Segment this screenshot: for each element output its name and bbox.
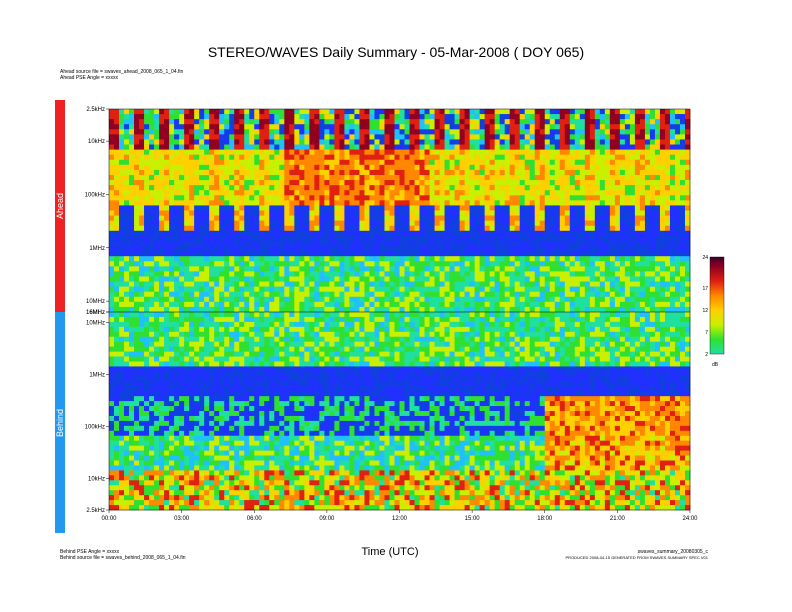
y-tick-label: 100kHz xyxy=(85,425,105,431)
behind-band: Behind xyxy=(55,312,65,533)
colorbar-tick-label: 7 xyxy=(705,330,708,336)
y-tick-label: 2.5kHz xyxy=(86,508,105,514)
y-tick-label: 1MHz xyxy=(89,246,105,252)
x-tick-label: 21:00 xyxy=(610,516,626,522)
x-tick-label: 15:00 xyxy=(465,516,481,522)
ahead-band: Ahead xyxy=(55,100,65,312)
ahead-source-file: Ahead source file = swaves_ahead_2008_06… xyxy=(60,69,184,75)
colorbar: 24 17 12 7 2 dB xyxy=(702,255,725,368)
ahead-pse-angle: Ahead PSE Angle = xxxxx xyxy=(60,75,118,81)
y-tick-label: 10kHz xyxy=(88,477,105,483)
colorbar-tick-label: 17 xyxy=(702,286,708,292)
behind-spectrogram xyxy=(109,312,691,511)
colorbar-tick-label: 24 xyxy=(702,255,708,261)
y-tick-label: 16MHz xyxy=(86,310,105,316)
y-tick-label: 10kHz xyxy=(88,139,105,145)
x-tick-label: 06:00 xyxy=(247,516,263,522)
y-tick-label: 1MHz xyxy=(89,373,105,379)
y-tick-label: 16MHz xyxy=(86,310,105,316)
x-axis-label: Time (UTC) xyxy=(361,546,419,558)
x-tick-label: 09:00 xyxy=(319,516,335,522)
colorbar-scale xyxy=(709,256,725,355)
colorbar-tick-label: 2 xyxy=(705,352,708,358)
y-tick-label: 10MHz xyxy=(86,299,105,305)
y-axis: 2.5kHz10kHz100kHz1MHz10MHz16MHz16MHz10MH… xyxy=(85,107,109,514)
colorbar-tick-label: 12 xyxy=(702,308,708,314)
behind-source-file: Behind source file = swaves_behind_2008_… xyxy=(60,555,186,561)
x-tick-label: 03:00 xyxy=(174,516,190,522)
y-tick-label: 100kHz xyxy=(85,192,105,198)
y-tick-label: 10MHz xyxy=(86,321,105,327)
behind-pse-angle: Behind PSE Angle = xxxxx xyxy=(60,549,120,555)
x-tick-label: 24:00 xyxy=(682,516,698,522)
page-title: STEREO/WAVES Daily Summary - 05-Mar-2008… xyxy=(207,44,585,60)
summary-file-name: swaves_summary_20080305_c xyxy=(637,549,708,555)
y-tick-label: 2.5kHz xyxy=(86,107,105,113)
x-axis: 00:00 03:00 06:00 09:00 12:00 15:00 18:00 21:00… xyxy=(101,510,698,522)
ahead-spectrogram xyxy=(109,109,691,313)
x-tick-label: 00:00 xyxy=(101,516,117,522)
x-tick-label: 12:00 xyxy=(392,516,408,522)
x-tick-label: 18:00 xyxy=(537,516,553,522)
colorbar-unit: dB xyxy=(712,362,719,368)
plot-area xyxy=(108,108,691,511)
produced-line: PRODUCED 2008-04-15 GENERATED FROM SWAVE… xyxy=(565,555,708,560)
